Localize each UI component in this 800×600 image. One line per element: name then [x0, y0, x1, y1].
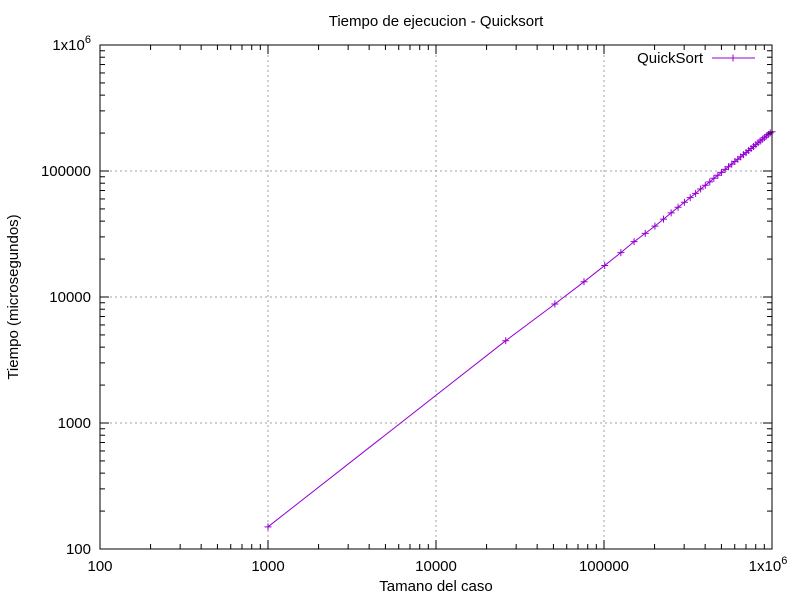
data-point — [659, 215, 667, 223]
series-layer — [264, 128, 776, 531]
data-point — [580, 278, 588, 286]
data-point — [551, 300, 559, 308]
x-axis-label: Tamano del caso — [379, 578, 492, 595]
y-axis-label: Tiempo (microsegundos) — [5, 214, 22, 379]
data-point — [692, 189, 700, 197]
data-point — [706, 178, 714, 186]
grid — [100, 45, 772, 549]
data-point — [686, 194, 694, 202]
y-tick-label: 10000 — [49, 289, 91, 306]
data-point — [630, 238, 638, 246]
data-point — [718, 168, 726, 176]
data-point — [617, 249, 625, 257]
x-axis: 100 1000 10000 100000 1x106 — [87, 45, 787, 575]
legend-marker — [729, 54, 737, 62]
data-point — [710, 174, 718, 182]
data-point — [641, 229, 649, 237]
y-tick-label: 1x106 — [52, 34, 91, 54]
x-tick-label: 1x106 — [749, 555, 788, 575]
x-tick-label: 100 — [87, 558, 112, 575]
y-axis: 100 1000 10000 100000 1x106 — [41, 34, 772, 558]
y-tick-label: 100 — [66, 541, 91, 558]
legend-label: QuickSort — [637, 50, 704, 67]
x-tick-label: 100000 — [579, 558, 629, 575]
data-point — [667, 209, 675, 217]
data-point — [264, 523, 272, 531]
data-point — [502, 337, 510, 345]
chart-title: Tiempo de ejecucion - Quicksort — [329, 13, 544, 30]
data-point — [674, 203, 682, 211]
data-point — [714, 171, 722, 179]
y-tick-label: 1000 — [58, 415, 91, 432]
data-point — [701, 181, 709, 189]
y-tick-label: 100000 — [41, 163, 91, 180]
x-tick-label: 1000 — [251, 558, 284, 575]
x-tick-label: 10000 — [415, 558, 457, 575]
data-point — [651, 222, 659, 230]
data-point — [601, 261, 609, 269]
legend: QuickSort — [637, 50, 755, 67]
series-line — [267, 131, 773, 528]
data-point — [680, 198, 688, 206]
data-point — [697, 185, 705, 193]
